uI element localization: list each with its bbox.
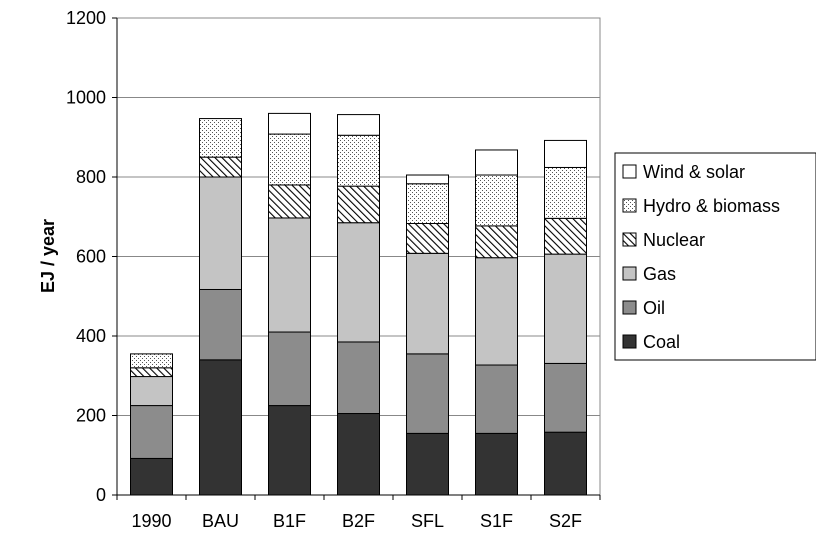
legend-swatch xyxy=(622,266,637,281)
bar-segment-nuclear xyxy=(130,367,173,378)
bar-segment-nuclear xyxy=(337,185,380,224)
bar-segment-nuclear xyxy=(199,156,242,178)
bar-segment-hydro-biomass xyxy=(406,183,449,225)
x-axis: 1990 BAU B1F B2F SFL S1F S2F xyxy=(116,494,601,531)
legend-frame xyxy=(614,152,816,361)
bar-segment-oil xyxy=(130,405,173,459)
legend-items: Wind & solar Hydro & biomass Nuclear Gas Oil… xyxy=(622,162,780,352)
legend-item-coal: Coal xyxy=(622,332,680,352)
bar-stack-1990 xyxy=(130,353,173,496)
bar-segment-coal xyxy=(199,359,242,496)
legend: Wind & solar Hydro & biomass Nuclear Gas Oil… xyxy=(614,152,816,361)
legend-label: Nuclear xyxy=(643,230,705,250)
bar-segment-oil xyxy=(544,362,587,433)
bar-segment-hydro-biomass xyxy=(475,174,518,227)
gridlines xyxy=(117,17,600,416)
legend-item-gas: Gas xyxy=(622,264,676,284)
x-tick-label: 1990 xyxy=(131,511,171,531)
y-tick-label: 0 xyxy=(96,485,106,505)
y-tick-label: 1000 xyxy=(66,88,106,108)
x-tick-label: B2F xyxy=(342,511,375,531)
bars xyxy=(130,112,587,496)
bar-segment-coal xyxy=(130,457,173,496)
bar-segment-wind-solar xyxy=(475,149,518,176)
bar-segment-wind-solar xyxy=(406,174,449,185)
y-axis-title: EJ / year xyxy=(38,219,58,293)
legend-label: Gas xyxy=(643,264,676,284)
bar-segment-oil xyxy=(475,364,518,434)
legend-swatch xyxy=(622,232,637,247)
bar-segment-hydro-biomass xyxy=(337,134,380,187)
y-tick-label: 400 xyxy=(76,326,106,346)
bar-segment-wind-solar xyxy=(268,112,311,135)
bar-segment-coal xyxy=(544,431,587,496)
legend-swatch xyxy=(622,164,637,179)
legend-label: Oil xyxy=(643,298,665,318)
bar-segment-hydro-biomass xyxy=(544,166,587,219)
bar-segment-nuclear xyxy=(406,223,449,254)
bar-segment-gas xyxy=(406,252,449,355)
bar-segment-hydro-biomass xyxy=(199,118,242,158)
bar-segment-gas xyxy=(268,217,311,333)
bar-segment-oil xyxy=(337,341,380,415)
x-ticks: 1990 BAU B1F B2F SFL S1F S2F xyxy=(116,495,601,531)
bar-segment-coal xyxy=(475,432,518,496)
legend-item-hydro-biomass: Hydro & biomass xyxy=(622,196,780,216)
x-tick-label: B1F xyxy=(273,511,306,531)
bar-segment-oil xyxy=(268,331,311,407)
legend-swatch xyxy=(622,334,637,349)
legend-swatch xyxy=(622,198,637,213)
bar-stack-s2f xyxy=(544,139,587,496)
bar-stack-s1f xyxy=(475,149,518,496)
bar-segment-oil xyxy=(406,353,449,434)
y-tick-label: 600 xyxy=(76,247,106,267)
legend-item-oil: Oil xyxy=(622,298,665,318)
bar-segment-gas xyxy=(199,176,242,290)
bar-segment-hydro-biomass xyxy=(130,353,173,369)
bar-segment-hydro-biomass xyxy=(268,133,311,186)
bar-segment-wind-solar xyxy=(337,114,380,136)
bar-segment-gas xyxy=(337,222,380,343)
y-tick-label: 800 xyxy=(76,167,106,187)
bar-segment-nuclear xyxy=(475,225,518,259)
bar-stack-b1f xyxy=(268,112,311,496)
plot-area: 0 200 400 600 800 1000 1200 1990 BAU B1F B2F SFL S1… xyxy=(66,8,601,531)
legend-item-nuclear: Nuclear xyxy=(622,230,705,250)
x-tick-label: SFL xyxy=(411,511,444,531)
x-tick-label: BAU xyxy=(202,511,239,531)
bar-stack-bau xyxy=(199,118,242,496)
bar-segment-gas xyxy=(544,253,587,364)
bar-segment-coal xyxy=(268,405,311,496)
bar-segment-nuclear xyxy=(544,217,587,255)
legend-item-wind-solar: Wind & solar xyxy=(622,162,745,182)
bar-segment-wind-solar xyxy=(544,139,587,168)
bar-segment-gas xyxy=(475,257,518,366)
bar-stack-sfl xyxy=(406,174,449,496)
y-ticks: 0 200 400 600 800 1000 1200 xyxy=(66,8,117,505)
legend-label: Coal xyxy=(643,332,680,352)
y-tick-label: 1200 xyxy=(66,8,106,28)
legend-label: Hydro & biomass xyxy=(643,196,780,216)
bar-segment-coal xyxy=(337,413,380,496)
x-tick-label: S2F xyxy=(549,511,582,531)
y-tick-label: 200 xyxy=(76,406,106,426)
legend-label: Wind & solar xyxy=(643,162,745,182)
x-tick-label: S1F xyxy=(480,511,513,531)
bar-segment-oil xyxy=(199,288,242,361)
bar-segment-nuclear xyxy=(268,184,311,219)
bar-stack-b2f xyxy=(337,114,380,496)
bar-segment-gas xyxy=(130,376,173,407)
bar-segment-coal xyxy=(406,432,449,496)
y-axis: 0 200 400 600 800 1000 1200 xyxy=(66,8,118,505)
legend-swatch xyxy=(622,300,637,315)
